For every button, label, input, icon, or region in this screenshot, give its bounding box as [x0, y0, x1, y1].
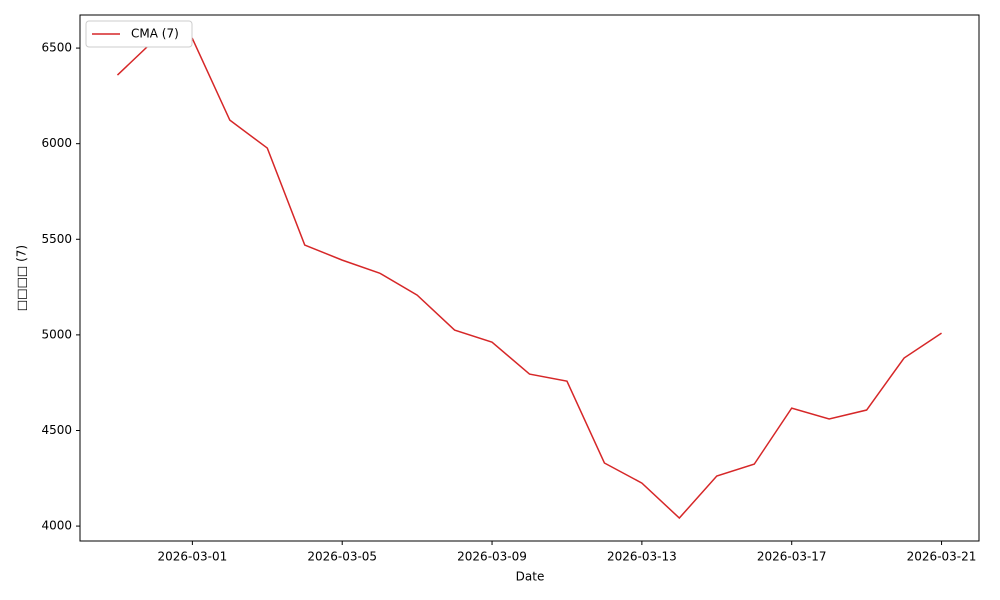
y-tick-label: 4500: [41, 423, 72, 437]
y-axis-label: □□□□ (7): [15, 245, 29, 311]
y-tick-label: 5500: [41, 232, 72, 246]
x-tick-label: 2026-03-21: [907, 550, 977, 564]
plot-frame: [79, 14, 980, 542]
x-tick-label: 2026-03-01: [158, 550, 228, 564]
legend-box: [85, 20, 193, 48]
y-tick-label: 6000: [41, 136, 72, 150]
x-axis-label: Date: [516, 570, 545, 584]
y-tick-label: 6500: [41, 41, 72, 55]
line-series: [116, 37, 942, 520]
x-tick-label: 2026-03-17: [757, 550, 827, 564]
x-tick-label: 2026-03-09: [457, 550, 527, 564]
legend-label: CMA (7): [131, 27, 179, 41]
x-tick-label: 2026-03-13: [607, 550, 677, 564]
y-tick-label: 4000: [41, 519, 72, 533]
x-tick-label: 2026-03-05: [307, 550, 377, 564]
y-tick-label: 5000: [41, 327, 72, 341]
